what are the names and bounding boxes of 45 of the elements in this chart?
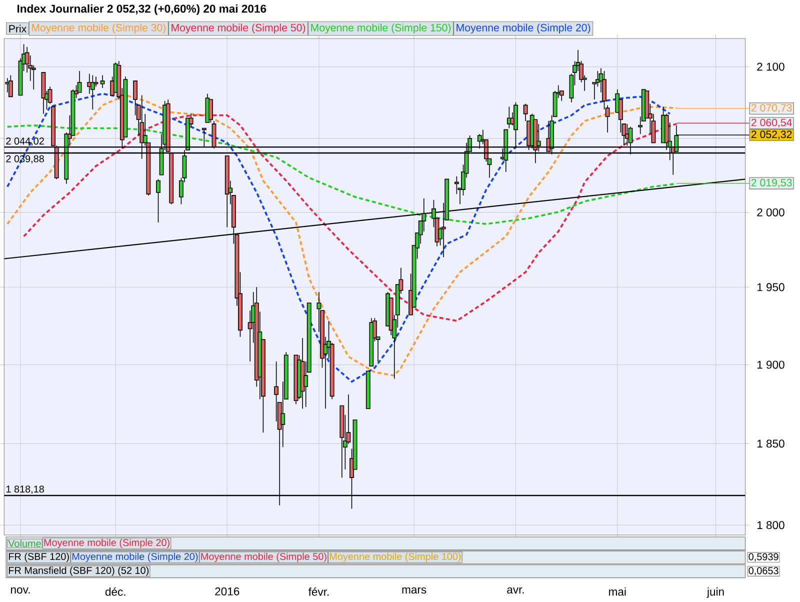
annotation: 2 070,73 xyxy=(751,104,792,113)
annotation: 2 019,53 xyxy=(751,178,792,188)
text: Moyenne mobile (Simple 20) xyxy=(44,538,170,548)
candlestick xyxy=(454,176,459,194)
y-tick-label: 2 000 xyxy=(757,208,784,216)
x-tick-label: 2016 xyxy=(215,587,240,596)
candlestick xyxy=(90,74,95,110)
y-tick-label: 1 900 xyxy=(757,360,784,369)
text: Volume xyxy=(8,540,41,547)
candlestick xyxy=(422,198,426,232)
candlestick xyxy=(133,80,138,116)
candlestick xyxy=(8,74,13,97)
ref-line-label: 2 044,02 xyxy=(6,137,44,146)
candlestick xyxy=(94,76,98,87)
text: Moyenne mobile (Simple 100) xyxy=(330,552,461,562)
text: 0,5939 xyxy=(748,553,778,562)
ref-line-label: 2 039,88 xyxy=(6,155,44,164)
x-tick-label: déc. xyxy=(105,587,126,596)
text: 0,0653 xyxy=(748,567,778,576)
text: Moyenne mobile (Simple 150) xyxy=(311,23,451,34)
x-tick-label: avr. xyxy=(507,587,524,594)
x-tick-label: nov. xyxy=(11,587,30,594)
x-tick-label: mai xyxy=(609,587,626,596)
candlestick xyxy=(100,74,105,88)
text: Moyenne mobile (Simple 50) xyxy=(172,23,306,34)
y-tick-label: 1 800 xyxy=(757,520,784,529)
annotation: 2 060,54 xyxy=(751,118,792,128)
y-tick-label: 1 850 xyxy=(757,439,784,448)
text: FR Mansfield (SBF 120) (52 10) xyxy=(8,566,149,576)
x-tick-label: juin xyxy=(706,587,724,598)
text: FR (SBF 120) xyxy=(8,552,69,562)
annotation: 2 052,32 xyxy=(751,130,792,140)
x-tick-label: mars xyxy=(402,587,426,594)
text: Moyenne mobile (Simple 20) xyxy=(456,23,590,34)
chart-title: Index Journalier 2 052,32 (+0,60%) 20 mai 2016 xyxy=(18,4,266,15)
candlestick xyxy=(208,98,213,123)
text: Moyenne mobile (Simple 20) xyxy=(72,552,198,562)
text: Moyenne mobile (Simple 50) xyxy=(201,552,326,562)
candlestick xyxy=(156,178,160,223)
series-label: Prix xyxy=(9,24,27,32)
y-tick-label: 1 950 xyxy=(757,283,784,291)
text: Moyenne mobile (Simple 30) xyxy=(32,23,166,34)
y-tick-label: 2 100 xyxy=(757,62,784,71)
ref-line-label: 1 818,18 xyxy=(6,485,44,494)
x-tick-label: févr. xyxy=(308,587,329,596)
